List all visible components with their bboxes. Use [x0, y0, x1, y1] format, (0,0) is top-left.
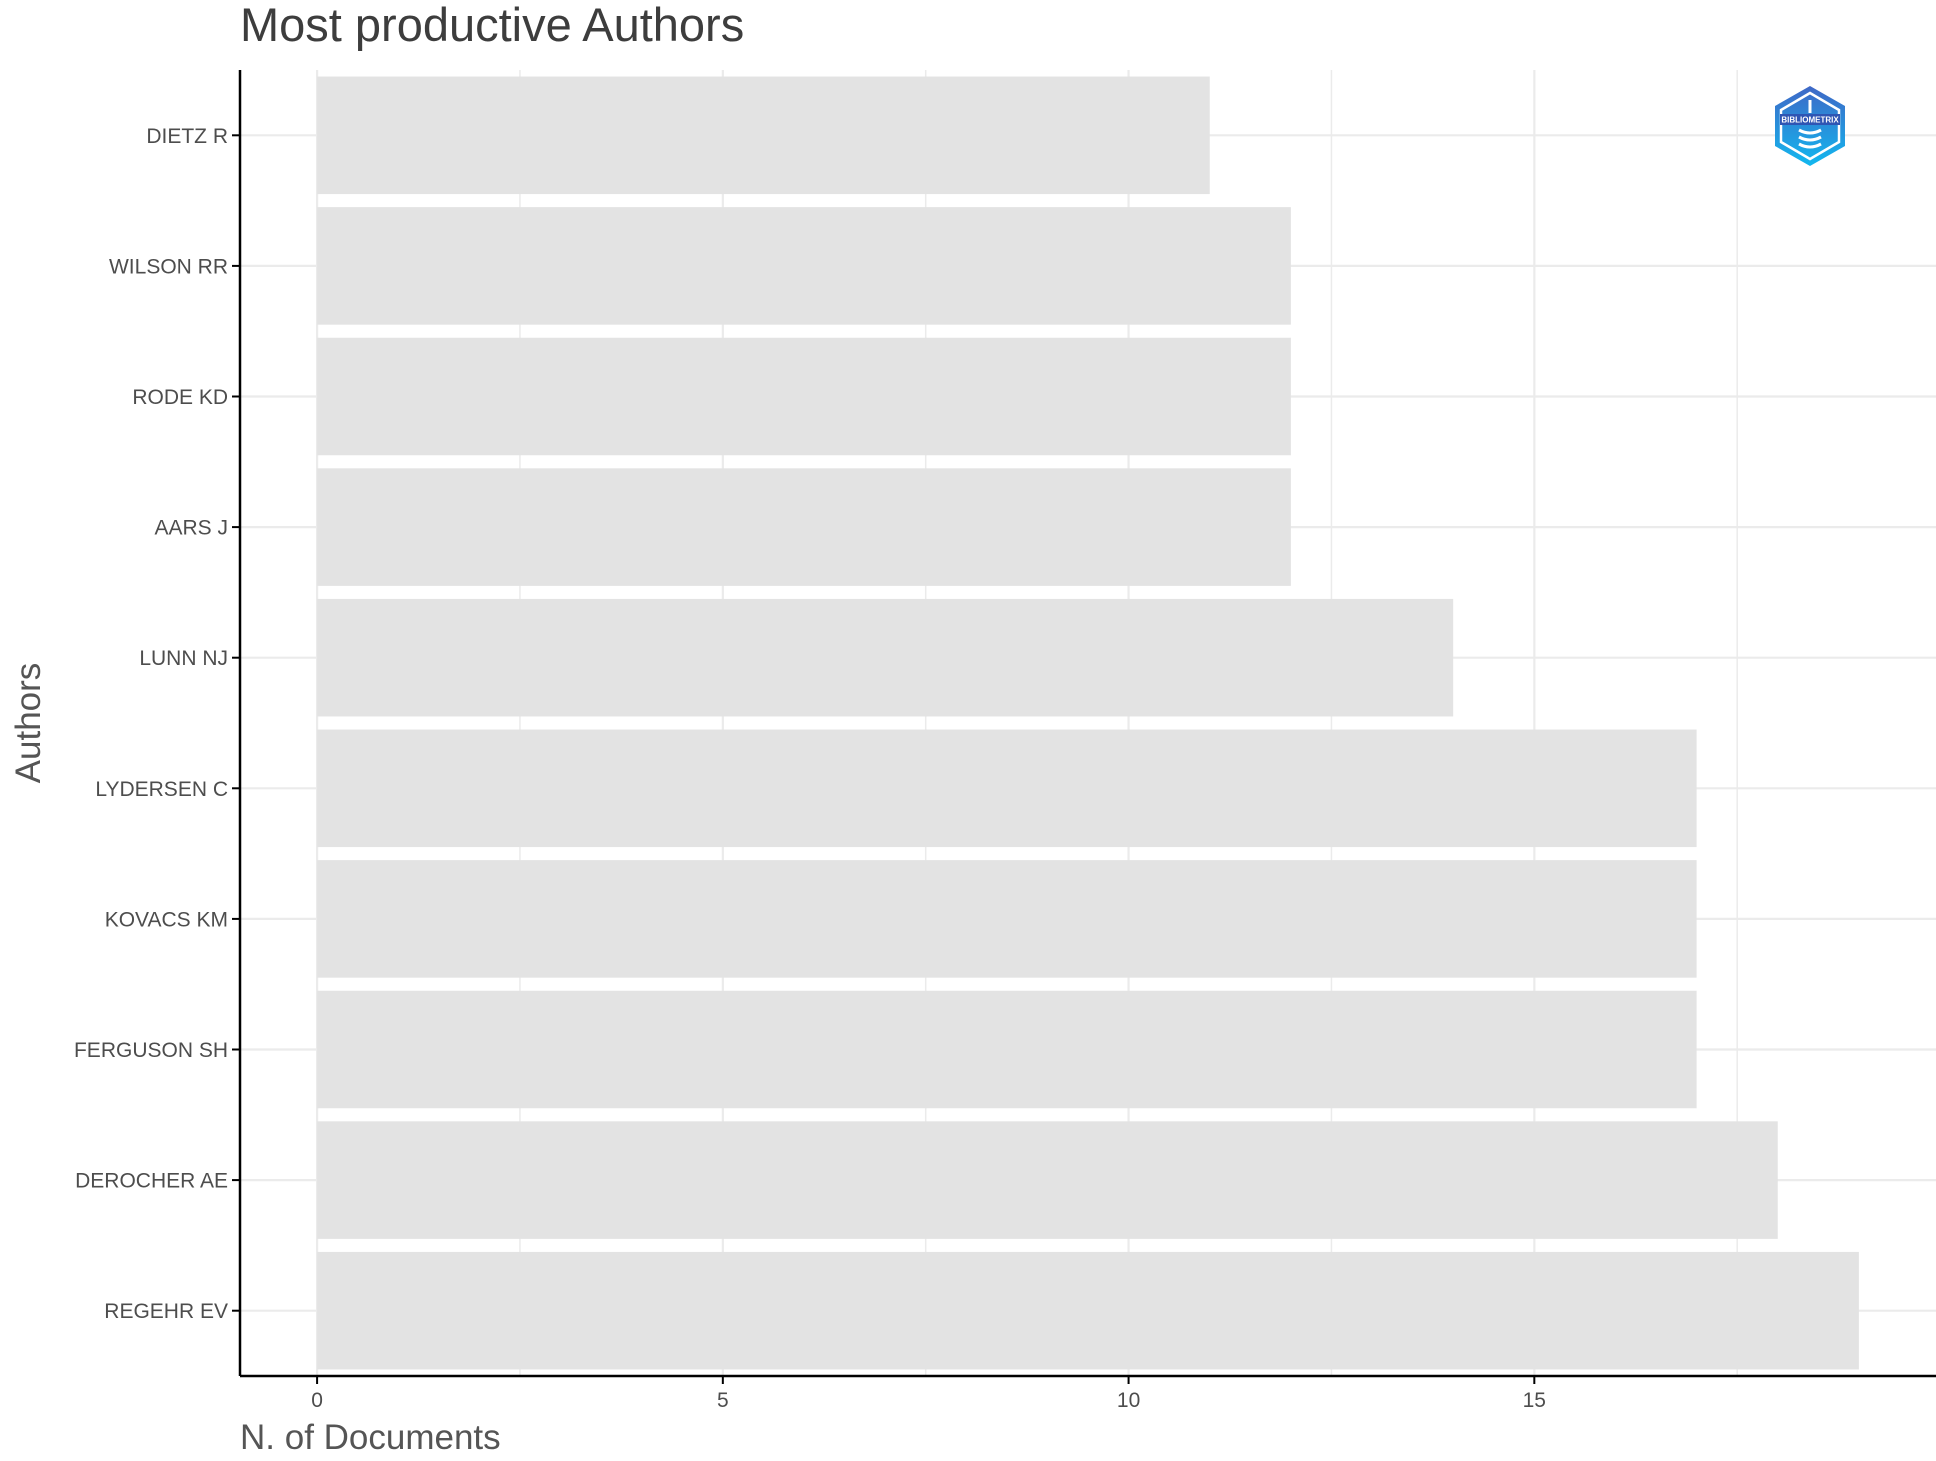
bar — [317, 729, 1697, 848]
x-tick-label: 0 — [311, 1389, 323, 1412]
y-tick-label: WILSON RR — [109, 255, 228, 278]
bar — [317, 1251, 1859, 1370]
x-axis-title: N. of Documents — [240, 1418, 501, 1456]
y-axis-ticks: DIETZ R WILSON RR RODE KD AARS J LUNN NJ LYDE… — [74, 125, 240, 1323]
bar — [317, 468, 1291, 586]
y-tick-label: AARS J — [154, 517, 228, 540]
bar — [317, 207, 1291, 325]
y-tick-label: RODE KD — [132, 386, 228, 409]
x-axis-ticks: 0 5 10 15 — [311, 1376, 1546, 1412]
bar — [317, 76, 1210, 195]
x-tick-label: 10 — [1117, 1389, 1140, 1412]
y-tick-label: DIETZ R — [146, 125, 228, 148]
bar — [317, 337, 1291, 456]
x-tick-label: 5 — [717, 1389, 729, 1412]
bar — [317, 1121, 1778, 1239]
y-tick-label: REGEHR EV — [104, 1300, 228, 1323]
bar — [317, 598, 1454, 717]
y-axis-title: Authors — [9, 663, 48, 784]
y-tick-label: LUNN NJ — [139, 647, 228, 670]
y-tick-label: FERGUSON SH — [74, 1039, 228, 1062]
y-tick-label: DEROCHER AE — [75, 1170, 228, 1193]
logo-text: BIBLIOMETRIX — [1781, 116, 1839, 125]
bars — [317, 76, 1859, 1370]
y-tick-label: LYDERSEN C — [95, 778, 228, 801]
bar — [317, 860, 1697, 978]
chart-title: Most productive Authors — [240, 0, 744, 51]
x-tick-label: 15 — [1523, 1389, 1546, 1412]
bibliometrix-logo-icon: BIBLIOMETRIX — [1775, 86, 1845, 166]
y-tick-label: KOVACS KM — [105, 908, 228, 931]
bar — [317, 990, 1697, 1109]
